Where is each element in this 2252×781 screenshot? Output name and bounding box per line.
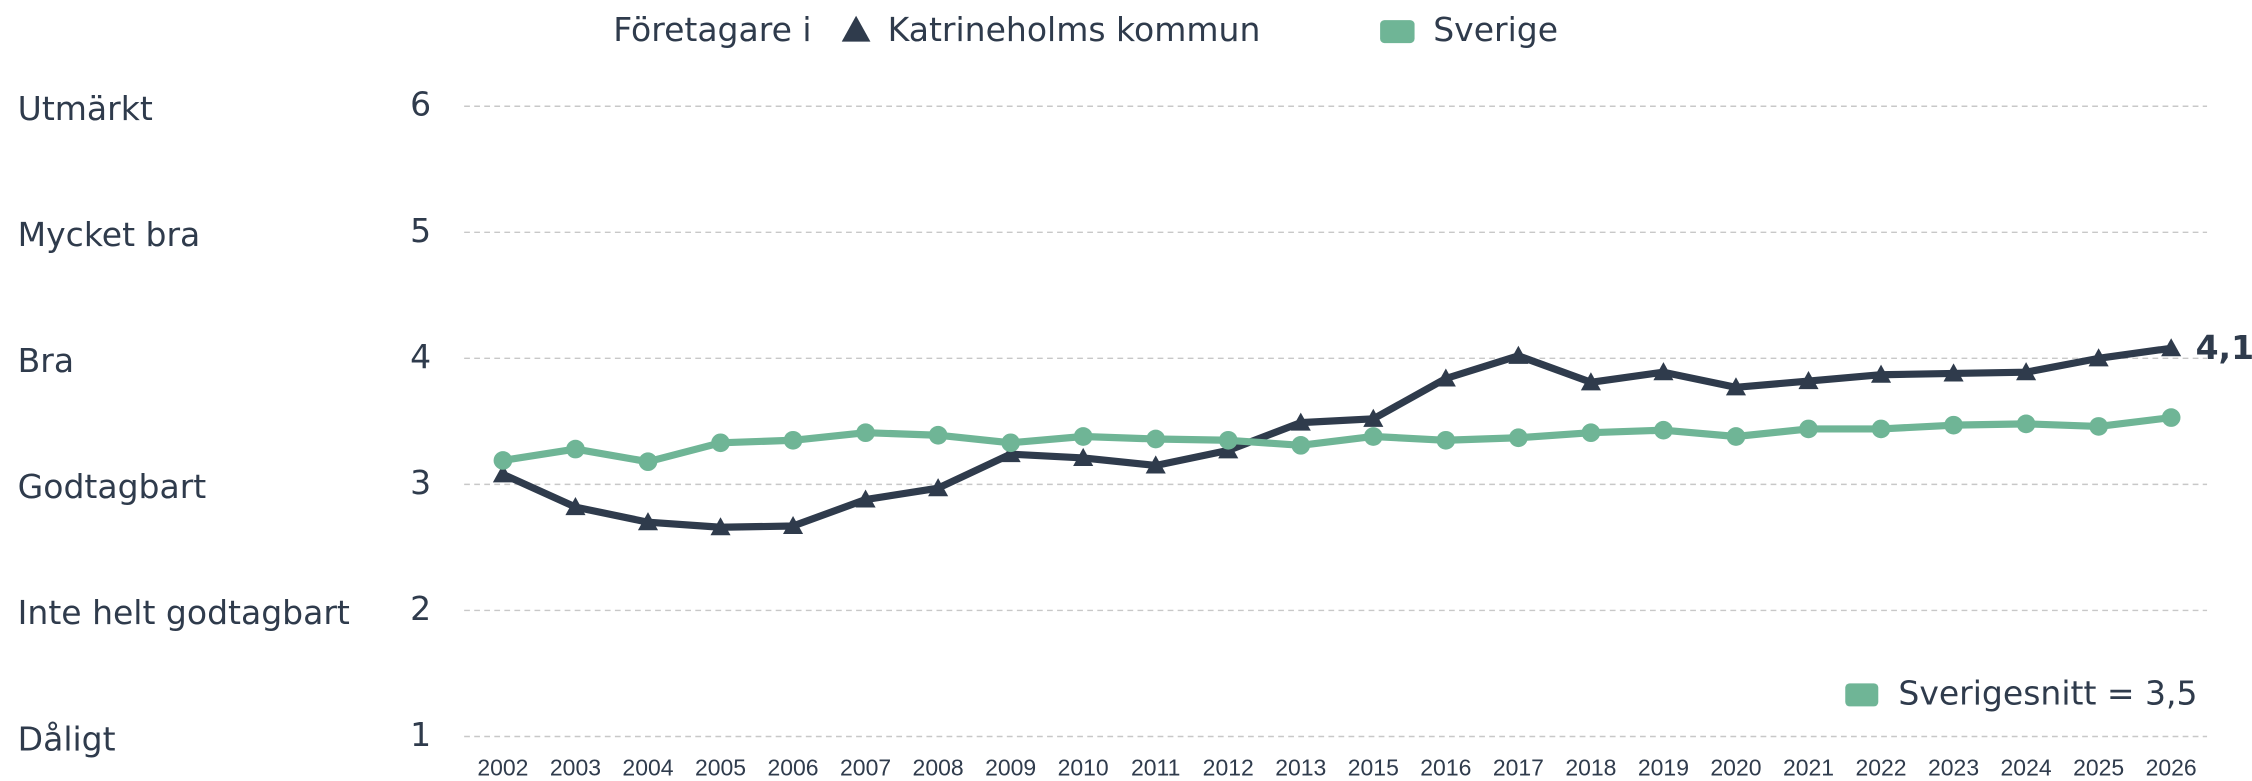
y-category-label: Dåligt [18, 719, 116, 758]
marker [638, 452, 658, 472]
marker [1799, 419, 1818, 439]
x-tick-label: 2006 [767, 755, 818, 781]
marker [1145, 455, 1166, 474]
marker [1363, 427, 1383, 446]
x-tick-label: 2022 [1855, 755, 1906, 781]
marker [1726, 427, 1746, 446]
marker [1000, 444, 1021, 463]
series-line [502, 414, 2172, 466]
series-line [501, 344, 2172, 531]
x-tick-label: 2003 [550, 755, 601, 781]
marker [783, 430, 803, 450]
x-tick-label: 2021 [1783, 755, 1834, 781]
marker [1580, 372, 1601, 391]
y-category-label: Inte helt godtagbart [18, 593, 350, 632]
marker [1653, 362, 1674, 381]
marker [565, 497, 586, 516]
marker [1290, 412, 1311, 431]
x-tick-label: 2004 [622, 755, 673, 781]
marker [711, 433, 730, 453]
y-category-label: Utmärkt [18, 89, 153, 128]
marker [1654, 420, 1673, 440]
marker [1798, 370, 1819, 390]
legend-marker [1380, 20, 1415, 44]
marker [928, 478, 949, 497]
data-label: 4,1 [2196, 328, 2252, 367]
x-tick-label: 2005 [695, 755, 746, 781]
y-tick-label: 2 [410, 589, 431, 628]
y-category-label: Mycket bra [18, 215, 201, 254]
marker [856, 423, 875, 443]
y-tick-label: 3 [410, 463, 431, 502]
marker [1291, 435, 1311, 455]
legend-marker [841, 15, 871, 42]
x-tick-label: 2010 [1058, 755, 1109, 781]
marker [1073, 447, 1094, 466]
marker [2161, 408, 2181, 427]
marker [1870, 364, 1892, 383]
marker [2088, 348, 2109, 367]
x-tick-label: 2026 [2146, 755, 2197, 781]
x-tick-label: 2018 [1565, 755, 1616, 781]
x-tick-label: 2019 [1638, 755, 1689, 781]
y-category-label: Bra [18, 341, 74, 380]
marker [493, 451, 513, 470]
marker [710, 517, 731, 536]
y-tick-label: 6 [410, 85, 431, 124]
legend-label: Katrineholms kommun [888, 10, 1261, 49]
marker [1871, 419, 1891, 439]
x-tick-label: 2008 [913, 755, 964, 781]
marker [1146, 429, 1166, 449]
annotation: Sverigesnitt = 3,5 [1898, 673, 2197, 712]
marker [1581, 423, 1601, 443]
y-tick-label: 1 [410, 715, 431, 754]
marker [1509, 428, 1528, 448]
marker [637, 512, 659, 531]
y-category-label: Godtagbart [18, 467, 207, 506]
y-tick-label: 5 [410, 211, 431, 250]
x-tick-label: 2024 [2001, 755, 2052, 781]
marker [492, 464, 513, 483]
x-tick-label: 2007 [840, 755, 891, 781]
marker [2089, 417, 2108, 436]
marker [1436, 430, 1456, 450]
x-tick-label: 2013 [1275, 755, 1326, 781]
x-tick-label: 2015 [1348, 755, 1399, 781]
marker [1218, 430, 1238, 450]
marker [2161, 338, 2182, 357]
marker [1001, 433, 1020, 453]
x-tick-label: 2020 [1710, 755, 1761, 781]
marker [1944, 415, 1963, 435]
x-tick-label: 2009 [985, 755, 1036, 781]
marker [1435, 368, 1456, 387]
marker [928, 425, 948, 445]
annotation-swatch [1845, 683, 1879, 707]
marker [1363, 408, 1384, 427]
marker [1508, 345, 1529, 364]
x-tick-label: 2016 [1420, 755, 1471, 781]
marker [566, 439, 585, 459]
marker [855, 489, 876, 508]
marker [783, 515, 804, 535]
x-tick-label: 2012 [1203, 755, 1254, 781]
y-tick-label: 4 [410, 337, 431, 376]
marker [1073, 427, 1093, 446]
x-tick-label: 2025 [2073, 755, 2124, 781]
marker [1943, 363, 1964, 382]
marker [2016, 414, 2036, 434]
legend-label: Sverige [1433, 10, 1558, 49]
x-tick-label: 2011 [1131, 755, 1180, 781]
marker [1725, 377, 1747, 396]
legend-prefix: Företagare i [613, 10, 811, 49]
x-tick-label: 2017 [1493, 755, 1544, 781]
x-tick-label: 2002 [477, 755, 528, 781]
marker [2016, 362, 2037, 381]
x-tick-label: 2023 [1928, 755, 1979, 781]
